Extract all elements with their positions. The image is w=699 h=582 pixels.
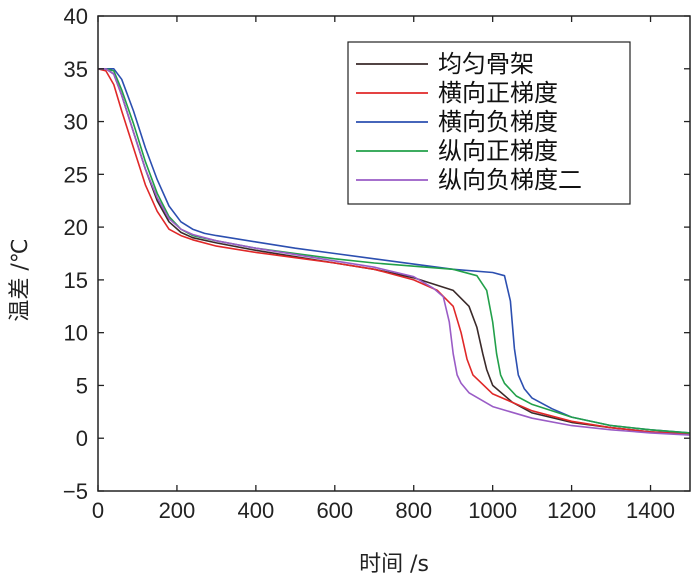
y-tick-label: 15 — [64, 268, 88, 293]
legend-label: 横向负梯度 — [438, 108, 558, 136]
legend-label: 纵向正梯度 — [438, 137, 558, 165]
x-tick-label: 1000 — [468, 498, 517, 523]
x-axis-title: 时间 /s — [359, 552, 429, 577]
x-tick-label: 800 — [395, 498, 432, 523]
x-tick-label: 200 — [159, 498, 196, 523]
legend-label: 纵向负梯度二 — [438, 166, 582, 194]
series-group — [97, 68, 691, 436]
series-line-3 — [98, 68, 691, 434]
axes-group: 0 200 400 600 800 1000 1200 1400 40 35 30 25 20 15 10 5… — [63, 4, 691, 523]
x-tick-label: 1200 — [547, 498, 596, 523]
legend-label: 横向正梯度 — [438, 79, 558, 107]
y-tick-label: −5 — [63, 479, 88, 504]
y-tick-label: 0 — [76, 426, 88, 451]
x-tick-label: 1400 — [626, 498, 675, 523]
x-tick-label: 0 — [92, 498, 104, 523]
y-tick-label: 35 — [64, 57, 88, 82]
series-line-4 — [98, 68, 691, 434]
y-tick-label: 40 — [64, 4, 88, 29]
y-axis-title: 温差 /℃ — [8, 238, 33, 321]
plot-frame — [97, 15, 691, 492]
y-tick-label: 25 — [64, 162, 88, 187]
legend-label: 均匀骨架 — [438, 50, 534, 78]
x-tick-label: 600 — [316, 498, 353, 523]
series-line-2 — [97, 68, 691, 435]
y-tick-label: 10 — [64, 321, 88, 346]
y-tick-label: 30 — [64, 110, 88, 135]
y-tick-label: 20 — [64, 215, 88, 240]
x-tick-label: 400 — [238, 498, 275, 523]
series-line-5 — [98, 68, 691, 436]
legend-box — [347, 41, 631, 205]
y-tick-label: 5 — [76, 373, 88, 398]
